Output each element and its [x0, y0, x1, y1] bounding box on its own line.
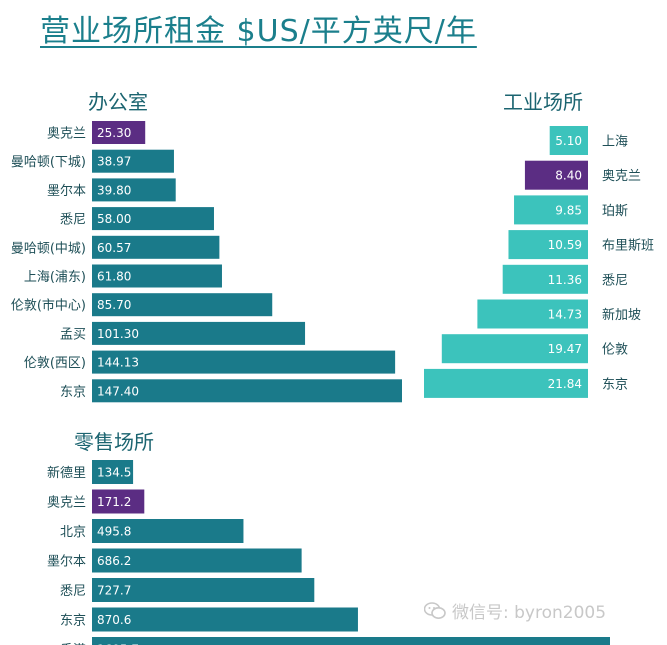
retail-bar — [92, 460, 134, 484]
office-category-label: 奥克兰 — [47, 127, 86, 142]
watermark-text: 微信号: byron2005 — [452, 603, 607, 623]
office-bar — [92, 379, 402, 403]
industrial-category-label: 东京 — [602, 377, 628, 392]
office-value-label: 101.30 — [97, 327, 139, 341]
industrial-category-label: 布里斯班 — [602, 239, 654, 254]
retail-category-label: 墨尔本 — [47, 555, 86, 570]
office-bar — [92, 149, 174, 173]
retail-chart-title: 零售场所 — [74, 430, 154, 454]
office-value-label: 147.40 — [97, 384, 139, 398]
retail-value-label: 1695.7 — [97, 643, 139, 645]
office-category-label: 上海(浦东) — [24, 270, 86, 285]
industrial-value-label: 9.85 — [555, 203, 582, 217]
retail-value-label: 134.5 — [97, 466, 131, 480]
office-chart-title: 办公室 — [88, 90, 148, 114]
retail-bar — [92, 578, 315, 602]
industrial-bar — [549, 126, 588, 155]
industrial-category-label: 奥克兰 — [602, 169, 641, 184]
office-bar — [92, 207, 214, 231]
office-value-label: 58.00 — [97, 212, 131, 226]
office-value-label: 60.57 — [97, 241, 131, 255]
wechat-icon — [424, 601, 446, 619]
industrial-value-label: 8.40 — [555, 169, 582, 183]
office-bar — [92, 350, 396, 374]
office-bar — [92, 264, 222, 288]
retail-category-label: 悉尼 — [60, 584, 86, 599]
industrial-value-label: 5.10 — [555, 134, 582, 148]
office-bar — [92, 293, 273, 317]
industrial-category-label: 上海 — [602, 135, 628, 150]
office-category-label: 伦敦(市中心) — [11, 298, 86, 314]
office-category-label: 曼哈顿(中城) — [11, 241, 86, 256]
office-value-label: 61.80 — [97, 270, 131, 284]
industrial-bar — [524, 160, 588, 190]
retail-bar — [92, 489, 145, 514]
industrial-bar — [502, 264, 588, 294]
industrial-category-label: 悉尼 — [602, 273, 628, 288]
office-bar — [92, 178, 176, 202]
office-bar — [92, 121, 146, 144]
retail-category-label: 奥克兰 — [47, 496, 86, 511]
industrial-bar — [424, 368, 588, 398]
retail-value-label: 870.6 — [97, 613, 131, 627]
office-category-label: 悉尼 — [60, 213, 86, 228]
retail-value-label: 727.7 — [97, 584, 131, 598]
industrial-category-label: 珀斯 — [602, 204, 628, 219]
retail-bar — [92, 637, 610, 645]
office-category-label: 伦敦(西区) — [24, 355, 86, 371]
watermark: 微信号: byron2005 — [424, 598, 606, 623]
office-value-label: 85.70 — [97, 298, 131, 312]
industrial-chart-title: 工业场所 — [503, 90, 583, 114]
industrial-bar — [441, 334, 588, 364]
office-category-label: 曼哈顿(下城) — [11, 155, 86, 170]
retail-bar — [92, 519, 244, 543]
industrial-value-label: 10.59 — [548, 238, 582, 252]
office-bar — [92, 235, 220, 259]
retail-category-label: 北京 — [60, 525, 86, 540]
industrial-bar — [508, 230, 588, 260]
retail-value-label: 686.2 — [97, 554, 131, 568]
office-category-label: 墨尔本 — [47, 184, 86, 199]
retail-bar — [92, 548, 302, 573]
industrial-bar — [514, 195, 588, 225]
industrial-value-label: 19.47 — [548, 342, 582, 356]
office-bar — [92, 321, 306, 345]
office-value-label: 38.97 — [97, 155, 131, 169]
page-title: 营业场所租金 $US/平方英尺/年 — [40, 14, 477, 49]
industrial-value-label: 11.36 — [548, 273, 582, 287]
retail-category-label: 香港 — [60, 643, 86, 645]
office-category-label: 孟买 — [60, 327, 86, 342]
office-value-label: 25.30 — [97, 126, 131, 140]
retail-value-label: 495.8 — [97, 525, 131, 539]
office-value-label: 144.13 — [97, 356, 139, 370]
industrial-category-label: 伦敦 — [602, 342, 628, 358]
industrial-category-label: 新加坡 — [602, 307, 641, 323]
retail-bar — [92, 607, 358, 632]
office-value-label: 39.80 — [97, 183, 131, 197]
industrial-value-label: 14.73 — [548, 308, 582, 322]
office-category-label: 东京 — [60, 385, 86, 400]
retail-category-label: 东京 — [60, 614, 86, 629]
retail-value-label: 171.2 — [97, 495, 131, 509]
industrial-value-label: 21.84 — [548, 377, 582, 391]
industrial-bar — [477, 299, 588, 329]
retail-category-label: 新德里 — [47, 465, 86, 481]
